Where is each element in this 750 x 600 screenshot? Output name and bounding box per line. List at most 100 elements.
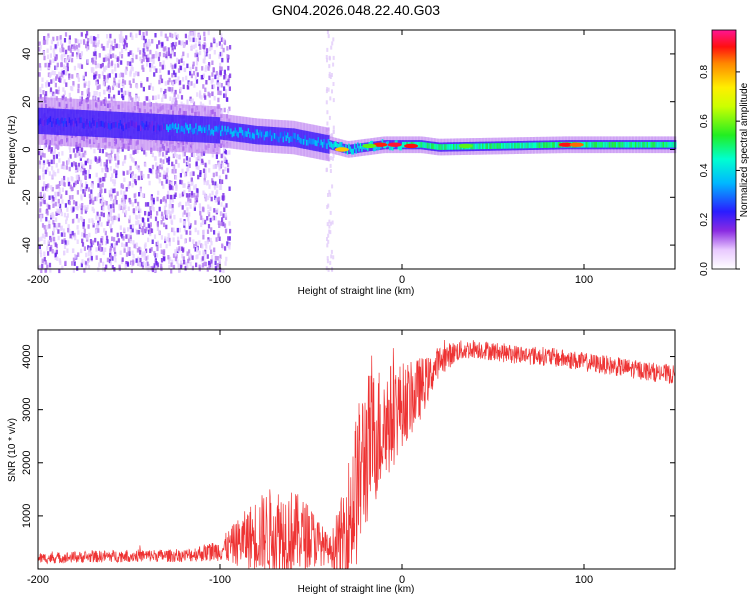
heatmap-cell <box>451 144 454 150</box>
heatmap-cell <box>87 224 90 229</box>
heatmap-cell <box>158 152 161 157</box>
heatmap-cell <box>546 142 549 148</box>
heatmap-cell <box>93 148 96 154</box>
heatmap-cell <box>327 34 330 39</box>
heatmap-cell <box>48 144 51 150</box>
heatmap-cell <box>197 230 200 235</box>
heatmap-cell <box>110 40 113 46</box>
heatmap-cell <box>668 141 671 148</box>
heatmap-cell <box>153 72 156 77</box>
heatmap-cell <box>57 184 60 189</box>
heatmap-cell <box>182 256 185 261</box>
heatmap-cell <box>247 124 250 144</box>
heatmap-cell <box>48 220 51 225</box>
heatmap-cell <box>202 44 205 49</box>
heatmap-cell <box>142 86 145 92</box>
heatmap-cell <box>82 74 85 80</box>
heatmap-cell <box>135 206 138 211</box>
snr-series-line <box>37 339 676 570</box>
heatmap-cell <box>203 42 206 47</box>
heatmap-cell <box>171 198 175 203</box>
heatmap-cell <box>174 175 178 180</box>
heatmap-hotspot <box>558 142 573 147</box>
heatmap-cell <box>632 141 634 148</box>
heatmap-cell <box>213 250 216 256</box>
heatmap-cell <box>80 248 83 254</box>
heatmap-cell <box>328 189 331 194</box>
heatmap-cell <box>597 141 600 148</box>
heatmap-cell <box>143 222 146 227</box>
heatmap-cell <box>218 41 221 46</box>
heatmap-cell <box>332 143 335 150</box>
heatmap-cell <box>46 62 49 68</box>
heatmap-cell <box>125 35 128 40</box>
heatmap-cell <box>83 190 86 196</box>
heatmap-cell <box>161 97 164 103</box>
heatmap-cell <box>46 119 49 125</box>
heatmap-cell <box>79 39 82 45</box>
heatmap-cell <box>38 145 41 151</box>
heatmap-cell <box>48 224 51 229</box>
heatmap-cell <box>284 127 287 147</box>
heatmap-cell <box>201 206 205 212</box>
heatmap-cell <box>51 236 54 241</box>
heatmap-cell <box>123 202 126 207</box>
heatmap-cell <box>40 268 43 273</box>
heatmap-cell <box>43 199 46 205</box>
heatmap-cell <box>221 163 224 168</box>
heatmap-cell <box>137 96 140 101</box>
heatmap-cell <box>166 167 169 173</box>
heatmap-cell <box>71 57 74 63</box>
heatmap-cell <box>207 195 210 201</box>
heatmap-cell <box>123 44 126 49</box>
heatmap-cell <box>217 76 220 82</box>
heatmap-cell <box>613 141 616 148</box>
heatmap-cell <box>250 134 253 141</box>
heatmap-cell <box>664 141 667 148</box>
heatmap-cell <box>324 142 327 149</box>
heatmap-cell <box>124 69 127 74</box>
heatmap-cell <box>352 148 355 155</box>
heatmap-cell <box>107 218 110 224</box>
heatmap-cell <box>123 159 126 164</box>
heatmap-cell <box>90 193 93 199</box>
heatmap-cell <box>247 128 250 134</box>
heatmap-cell <box>106 221 109 226</box>
heatmap-cell <box>195 49 198 55</box>
heatmap-cell <box>86 235 89 240</box>
heatmap-cell <box>93 90 96 96</box>
heatmap-cell <box>189 253 192 259</box>
heatmap-cell <box>112 203 115 208</box>
heatmap-cell <box>139 188 142 193</box>
heatmap-cell <box>205 125 208 131</box>
heatmap-cell <box>432 143 435 150</box>
heatmap-cell <box>171 161 174 167</box>
y-tick-label: 20 <box>21 96 33 108</box>
heatmap-cell <box>223 148 226 154</box>
heatmap-cell <box>62 87 65 92</box>
heatmap-cell <box>56 36 59 41</box>
heatmap-cell <box>325 55 328 59</box>
heatmap-cell <box>455 143 458 150</box>
heatmap-cell <box>38 264 41 270</box>
heatmap-cell <box>118 59 121 64</box>
heatmap-cell <box>44 82 48 87</box>
heatmap-cell <box>175 35 178 40</box>
heatmap-cell <box>121 257 124 262</box>
heatmap-cell <box>99 192 102 197</box>
heatmap-cell <box>109 204 112 209</box>
heatmap-cell <box>167 255 170 260</box>
heatmap-cell <box>351 148 353 155</box>
heatmap-cell <box>137 47 140 53</box>
heatmap-cell <box>137 71 140 77</box>
heatmap-cell <box>128 122 131 128</box>
heatmap-cell <box>402 141 404 148</box>
heatmap-cell <box>62 121 65 127</box>
heatmap-cell <box>147 53 150 59</box>
heatmap-cell <box>97 39 100 45</box>
heatmap-cell <box>104 173 107 178</box>
heatmap-cell <box>75 38 78 43</box>
heatmap-cell <box>501 143 503 149</box>
heatmap-cell <box>61 180 64 186</box>
heatmap-cell <box>91 117 94 124</box>
